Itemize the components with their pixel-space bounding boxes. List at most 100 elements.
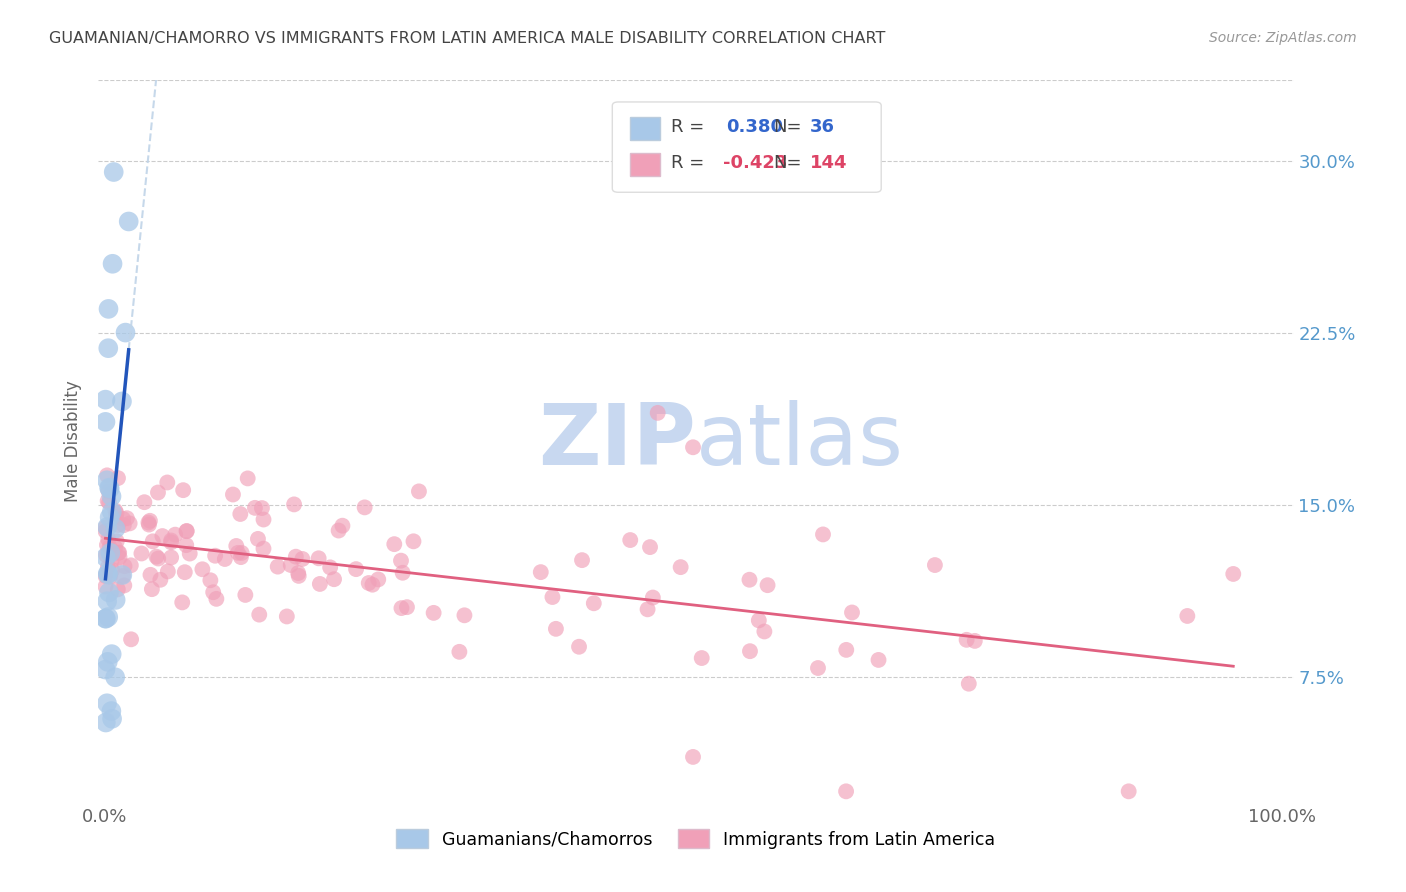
Point — [112, 512, 135, 526]
Point — [98, 569, 121, 583]
Point — [1118, 784, 1140, 798]
Point — [267, 559, 290, 574]
Point — [173, 565, 195, 579]
Point — [172, 595, 194, 609]
Point — [647, 406, 669, 420]
Text: N=: N= — [773, 119, 803, 136]
Point — [172, 483, 194, 498]
Point — [96, 538, 118, 552]
Point — [104, 522, 127, 536]
Point — [738, 573, 761, 587]
Point — [100, 704, 122, 718]
Point — [148, 551, 170, 566]
Point — [150, 529, 173, 543]
Point — [541, 590, 564, 604]
Point — [641, 591, 664, 605]
Point — [868, 653, 890, 667]
Point — [111, 394, 134, 409]
Point — [98, 482, 121, 496]
Point — [246, 532, 269, 546]
Point — [97, 560, 120, 574]
Point — [94, 548, 117, 562]
Point — [287, 566, 309, 580]
Point — [453, 608, 475, 623]
Point — [96, 473, 118, 487]
Point — [682, 440, 704, 454]
Point — [179, 547, 201, 561]
Point — [108, 546, 131, 560]
Point — [669, 560, 692, 574]
Point — [328, 524, 350, 538]
Point — [94, 392, 117, 407]
Point — [754, 624, 776, 639]
Point — [276, 609, 298, 624]
Text: -0.423: -0.423 — [724, 154, 787, 172]
Point — [291, 552, 314, 566]
Point — [287, 569, 309, 583]
Point — [361, 577, 384, 591]
Point — [118, 516, 141, 531]
Point — [149, 573, 172, 587]
Point — [103, 165, 125, 179]
Text: 0.380: 0.380 — [725, 119, 783, 136]
Point — [94, 550, 117, 565]
Point — [247, 607, 270, 622]
Point — [682, 750, 704, 764]
Point — [96, 520, 118, 534]
Point — [104, 541, 127, 555]
Point — [202, 585, 225, 599]
Y-axis label: Male Disability: Male Disability — [65, 381, 83, 502]
Point — [105, 507, 128, 521]
Point — [231, 546, 253, 560]
Text: R =: R = — [671, 154, 704, 172]
Point — [105, 534, 128, 549]
Point — [738, 644, 761, 658]
Point — [98, 510, 121, 524]
Point — [96, 696, 118, 710]
Point — [108, 550, 131, 565]
Point — [308, 551, 330, 566]
Point — [98, 495, 121, 509]
Point — [107, 582, 129, 597]
Point — [357, 576, 380, 591]
Point — [308, 577, 330, 591]
Point — [222, 487, 245, 501]
Point — [97, 301, 120, 316]
Point — [138, 516, 160, 530]
Point — [841, 606, 863, 620]
Point — [97, 655, 120, 669]
Point — [146, 485, 169, 500]
Point — [100, 647, 122, 661]
Point — [568, 640, 591, 654]
Point — [225, 539, 247, 553]
Point — [957, 676, 980, 690]
Point — [165, 527, 187, 541]
Point — [571, 553, 593, 567]
Point — [229, 507, 252, 521]
Point — [94, 524, 117, 538]
Text: ZIP: ZIP — [538, 400, 696, 483]
Point — [160, 550, 183, 565]
Text: 36: 36 — [810, 119, 835, 136]
Point — [100, 555, 122, 569]
Point — [98, 546, 121, 560]
Point — [402, 534, 425, 549]
Point — [319, 560, 342, 574]
Point — [283, 497, 305, 511]
Point — [637, 602, 659, 616]
Point — [138, 517, 160, 532]
Point — [97, 341, 120, 355]
Point — [204, 549, 226, 563]
Point — [252, 512, 274, 526]
Point — [97, 610, 120, 624]
Point — [97, 566, 120, 581]
Point — [120, 558, 142, 573]
Point — [101, 563, 124, 577]
Point — [638, 540, 661, 554]
Point — [111, 568, 134, 582]
Point — [104, 670, 127, 684]
Point — [107, 518, 129, 533]
Point — [115, 511, 138, 525]
Point — [748, 614, 770, 628]
FancyBboxPatch shape — [613, 102, 882, 193]
